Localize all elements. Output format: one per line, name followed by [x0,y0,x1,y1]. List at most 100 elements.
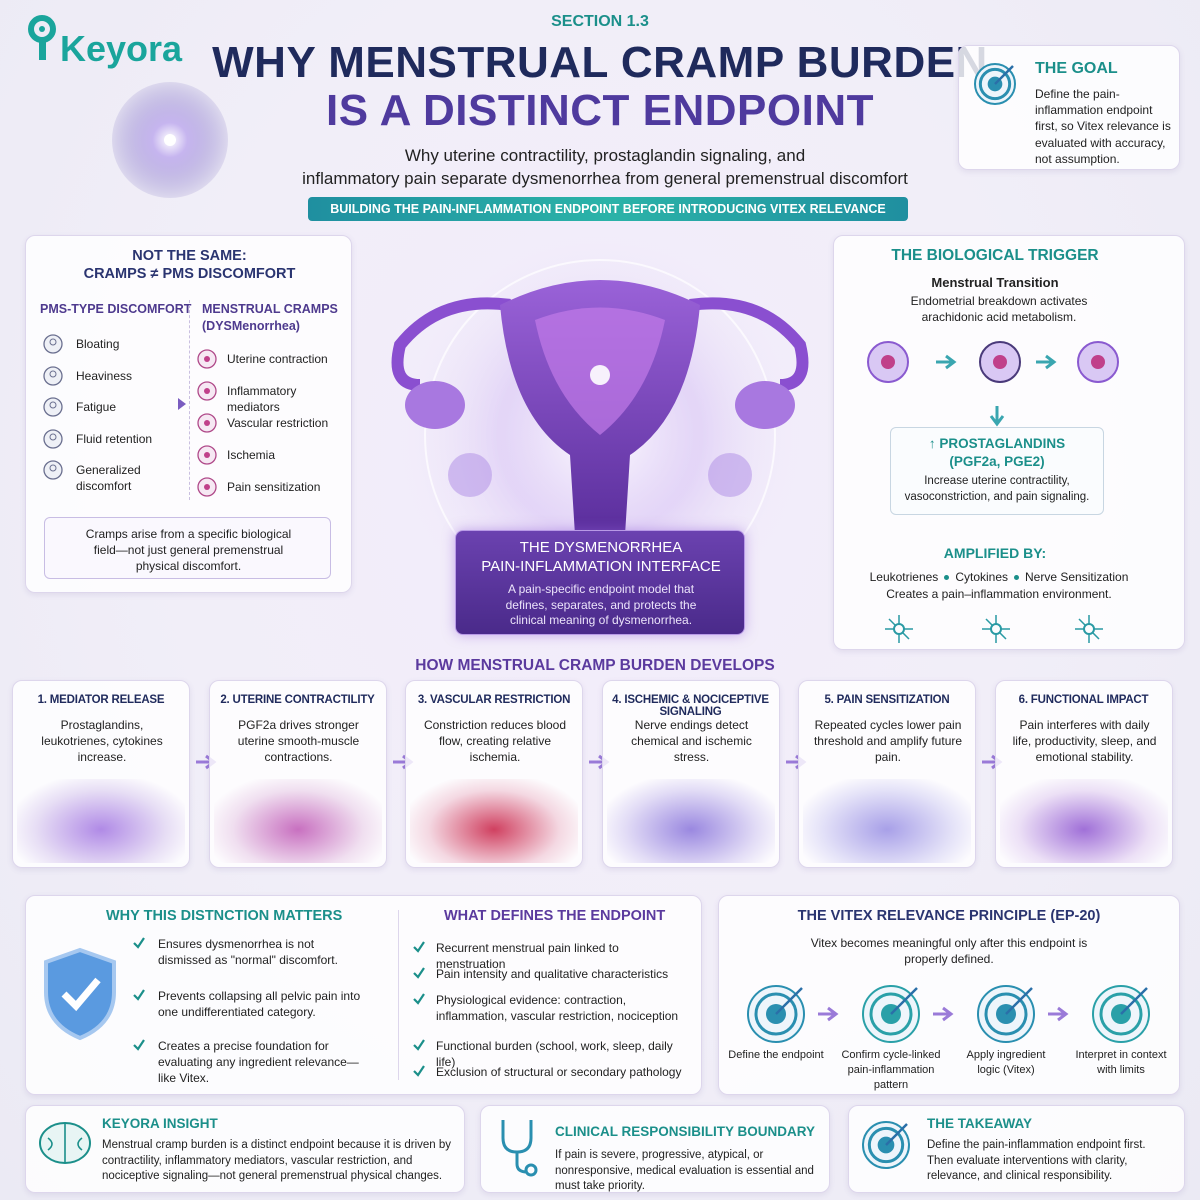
step-title: 1. MEDIATOR RELEASE [37,694,165,706]
arrow [989,406,1005,427]
pms-item: Heaviness [76,368,133,383]
item-icon [197,413,217,433]
defines-title: WHAT DEFINES THE ENDPOINT [444,908,666,924]
item-icon [43,428,63,449]
trigger-text: Endometrial breakdown activates arachido… [910,294,1088,325]
vitex-step: Apply ingredient logic (Vitex) [966,1049,1046,1076]
shield-icon [44,947,116,1041]
step-card: 1. MEDIATOR RELEASE Prostaglandins, leuko… [12,680,190,868]
vitex-title: THE VITEX RELEVANCE PRINCIPLE (EP-20) [797,908,1101,924]
check-icon [413,993,425,1005]
arrow [818,1006,839,1022]
note-box: Cramps arise from a specific biological … [44,517,331,579]
cramp-item: Ischemia [227,448,276,462]
defines-item: Exclusion of structural or secondary pat… [436,1065,682,1079]
item-icon [43,334,63,354]
subtitle: inflammatory pain separate dysmenorrhea … [302,169,908,188]
step-card: 3. VASCULAR RESTRICTION Constriction redu… [405,680,583,868]
stethoscope-icon [501,1120,538,1177]
boundary-card: CLINICAL RESPONSIBILITY BOUNDARY If pain … [480,1105,830,1193]
check-icon [133,989,145,1001]
item-icon [197,381,217,401]
matters-item: Prevents collapsing all pelvic pain into… [158,989,361,1020]
target-icon [747,985,805,1043]
check-icon [413,967,425,979]
item-icon [197,477,217,497]
interface-box: THE DYSMENORRHEA PAIN-INFLAMMATION INTERF… [455,530,745,635]
takeaway-text: Define the pain-inflammation endpoint fi… [927,1139,1146,1183]
prostaglandins-text: Increase uterine contractility, vasocons… [904,475,1090,503]
cramp-item: Vascular restriction [227,416,329,430]
step-text: PGF2a drives stronger uterine smooth-mus… [237,718,360,765]
arrow [178,398,186,410]
goal-text: Define the pain-inflammation endpoint fi… [1035,87,1171,166]
interface-text: A pain-specific endpoint model that defi… [505,582,697,628]
development-title: HOW MENSTRUAL CRAMP BURDEN DEVELOPS [415,657,775,674]
target-icon [1092,985,1150,1043]
matters-item: Ensures dysmenorrhea is not dismissed as… [158,937,338,968]
insight-title: KEYORA INSIGHT [102,1116,218,1131]
matters-divider [398,910,399,1080]
network-icon [885,615,913,643]
arrow [936,354,957,370]
boundary-title: CLINICAL RESPONSIBILITY BOUNDARY [555,1124,816,1139]
defines-item: Physiological evidence: contraction, inf… [436,993,679,1024]
goal-title: THE GOAL [1035,60,1118,77]
check-icon [413,941,425,953]
network-icon [982,615,1010,643]
amplified-item: Leukotrienes [869,570,939,584]
amplified-item: Cytokines [955,570,1008,584]
defines-item: Pain intensity and qualitative character… [436,967,669,981]
bullet [944,574,950,580]
column-heading: (DYSMenorrhea) [202,319,300,333]
logo: Keyora [60,28,183,69]
trigger-subtitle: Menstrual Transition [931,275,1059,290]
comparison-title: NOT THE SAME: [132,248,247,264]
note-text: Cramps arise from a specific biological … [85,527,292,574]
amplified-title: AMPLIFIED BY: [943,545,1047,561]
item-icon [43,460,63,480]
brain-icon [39,1122,91,1164]
insight-text: Menstrual cramp burden is a distinct end… [102,1139,452,1183]
amplified-text: Creates a pain–inflammation environment. [886,587,1112,601]
trigger-card: THE BIOLOGICAL TRIGGER Menstrual Transiti… [833,235,1185,650]
cell-orb [112,82,228,198]
step-text: Pain interferes with daily life, product… [1012,718,1157,765]
subtitle: Why uterine contractility, prostaglandin… [404,146,806,165]
step-title: 6. FUNCTIONAL IMPACT [1018,694,1149,706]
goal-card: THE GOAL Define the pain-inflammation end… [958,45,1180,170]
prostaglandins-subtitle: (PGF2a, PGE2) [949,454,1045,469]
matters-title: WHY THIS DISTNCTION MATTERS [106,908,343,924]
title: WHY MENSTRUAL CRAMP BURDEN [212,38,988,87]
step-text: Nerve endings detect chemical and ischem… [631,718,752,765]
comparison-title: CRAMPS ≠ PMS DISCOMFORT [83,266,296,282]
bullet [1014,574,1019,580]
step-title: 3. VASCULAR RESTRICTION [417,694,571,706]
molecule-icon [979,341,1021,383]
vitex-step: Confirm cycle-linked pain-inflammation p… [841,1049,941,1091]
step-card: 5. PAIN SENSITIZATION Repeated cycles low… [798,680,976,868]
pms-item: Bloating [76,337,120,351]
banner: BUILDING THE PAIN-INFLAMMATION ENDPOINT … [308,197,908,221]
interface-title: PAIN-INFLAMMATION INTERFACE [481,558,721,575]
column-divider [189,300,190,500]
step-illustration [17,779,185,863]
pms-item: Fluid retention [76,431,153,446]
step-illustration [213,779,382,863]
section-label: SECTION 1.3 [551,13,649,30]
step-title: 2. UTERINE CONTRACTILITY [220,694,375,706]
molecule-icon [867,341,909,383]
step-illustration [410,779,578,863]
target-icon [977,985,1035,1043]
network-icon [1075,615,1103,643]
step-card: 2. UTERINE CONTRACTILITY PGF2a drives str… [208,680,387,868]
arrow [1048,1006,1069,1022]
check-icon [413,1065,425,1077]
item-icon [43,365,63,386]
interface-title: THE DYSMENORRHEA [519,539,683,556]
target-icon [862,985,920,1043]
arrow [933,1006,954,1022]
step-illustration [803,779,971,863]
step-title: 4. ISCHEMIC & NOCICEPTIVE SIGNALING [612,694,769,718]
